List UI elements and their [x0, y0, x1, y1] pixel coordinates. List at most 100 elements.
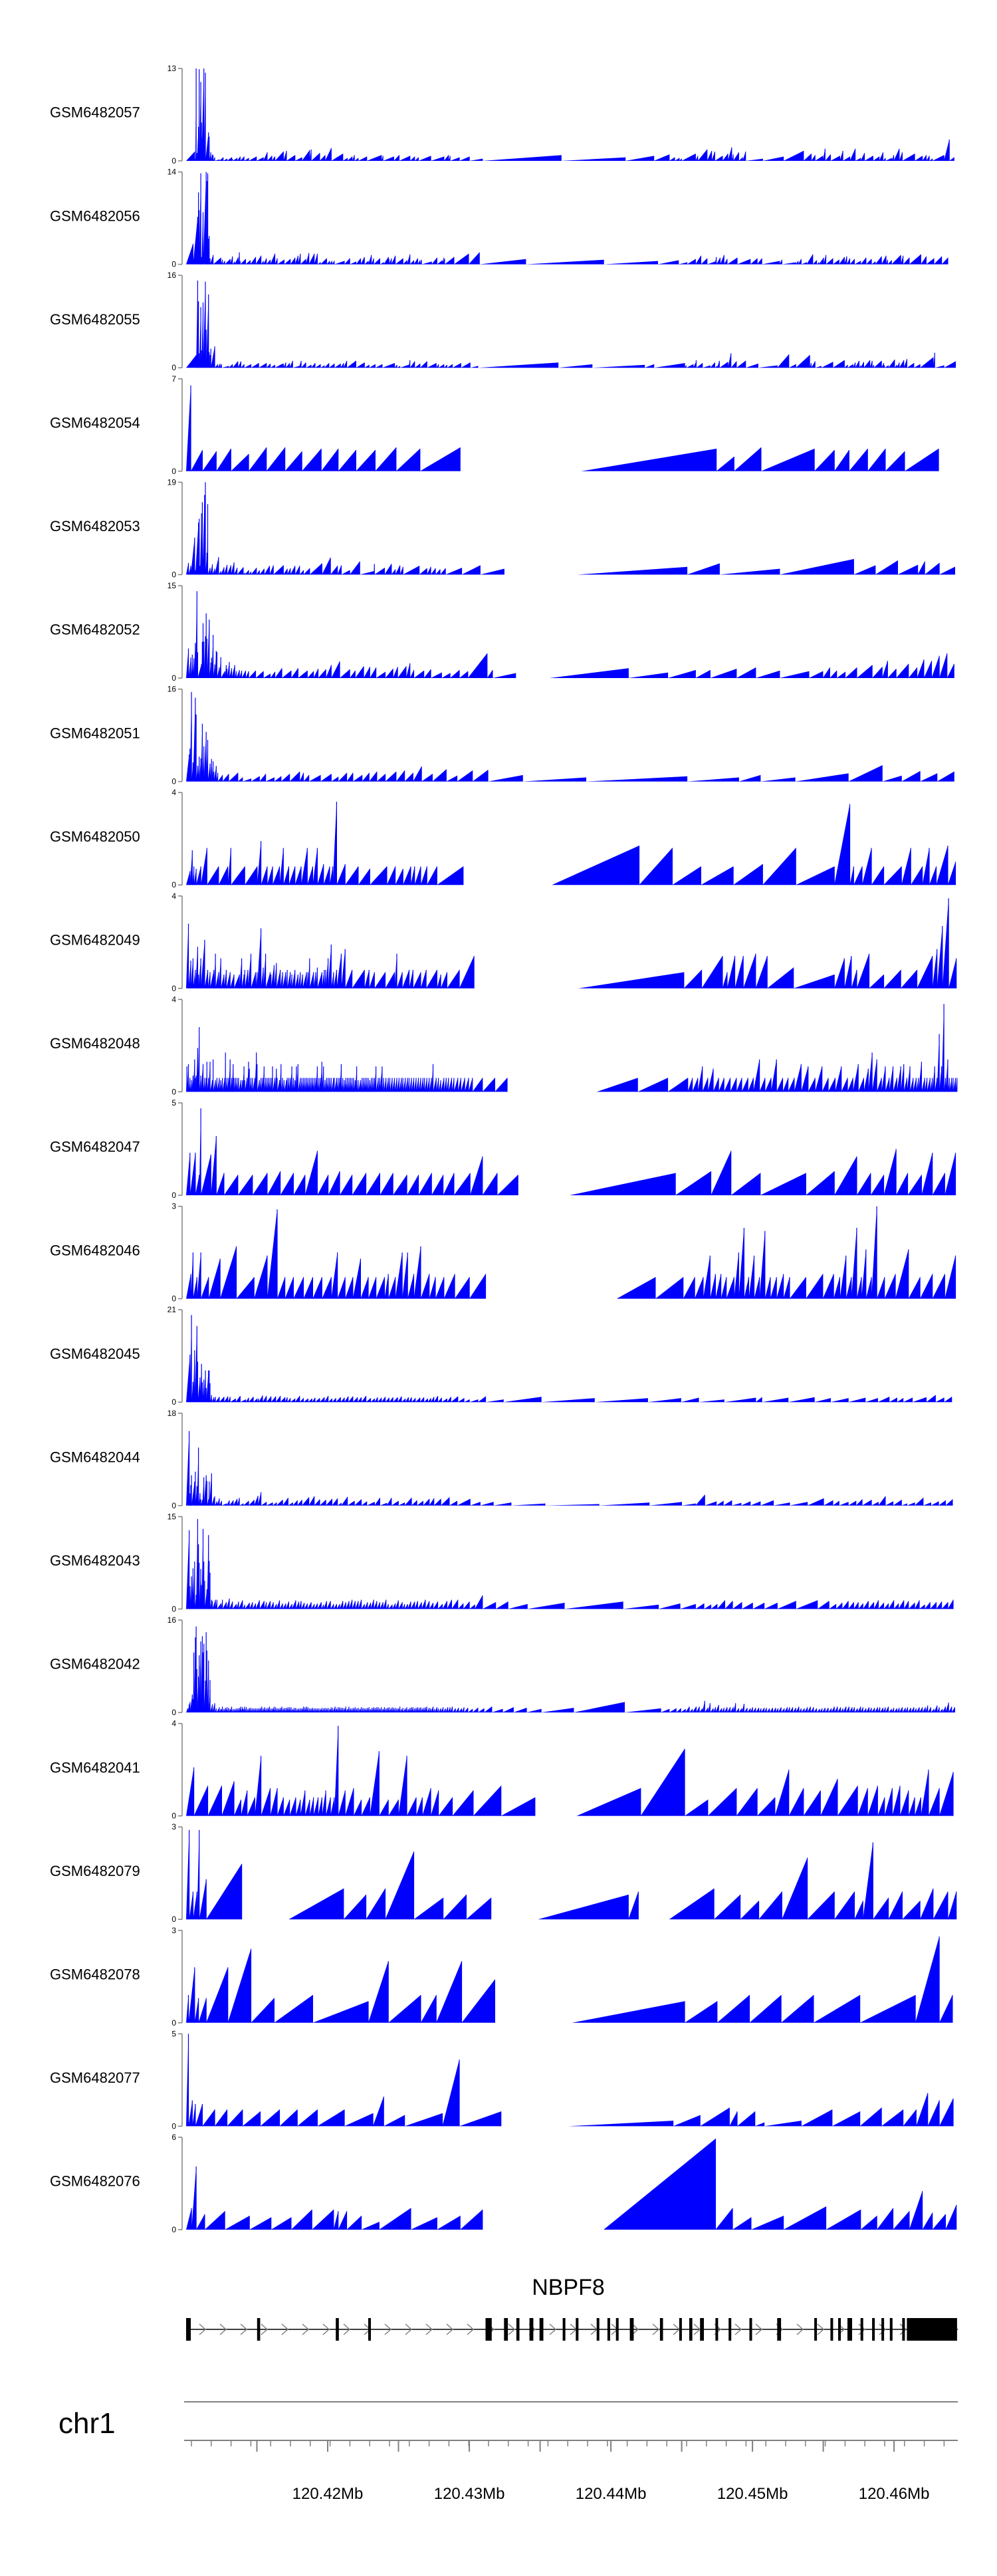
y-max-label: 14 — [167, 168, 177, 177]
track-GSM6482052: GSM6482052 15 0 — [50, 581, 958, 683]
exon — [814, 2318, 818, 2341]
track-GSM6482041: GSM6482041 4 0 — [50, 1719, 958, 1821]
strand-arrow-icon — [467, 2323, 475, 2335]
coverage-area — [186, 2034, 958, 2127]
coverage-area — [186, 1431, 958, 1506]
track-label: GSM6482045 — [50, 1346, 140, 1362]
exon — [749, 2318, 752, 2341]
y-max-label: 5 — [171, 2029, 176, 2038]
y-max-label: 7 — [171, 374, 176, 384]
y-min-label: 0 — [171, 1812, 176, 1821]
exon — [830, 2318, 833, 2341]
exon — [186, 2318, 191, 2341]
strand-arrow-icon — [405, 2323, 413, 2335]
coverage-area — [186, 1936, 958, 2023]
track-label: GSM6482052 — [50, 622, 140, 638]
y-max-label: 16 — [167, 1615, 177, 1625]
track-GSM6482079: GSM6482079 3 0 — [50, 1822, 958, 1924]
exon — [629, 2318, 634, 2341]
strand-arrow-icon — [281, 2323, 289, 2335]
track-label: GSM6482046 — [50, 1242, 140, 1258]
coverage-area — [186, 1829, 958, 1920]
track-label: GSM6482043 — [50, 1552, 140, 1569]
coverage-area — [186, 1519, 958, 1609]
strand-arrow-icon — [302, 2323, 310, 2335]
track-GSM6482056: GSM6482056 14 0 — [50, 168, 958, 269]
strand-arrow-icon — [425, 2323, 433, 2335]
track-label: GSM6482051 — [50, 725, 140, 741]
track-label: GSM6482076 — [50, 2173, 140, 2190]
track-GSM6482046: GSM6482046 3 0 — [50, 1202, 958, 1304]
exon — [689, 2318, 693, 2341]
y-min-label: 0 — [171, 467, 176, 476]
exon — [516, 2318, 520, 2341]
y-max-label: 19 — [167, 477, 177, 487]
axis-tick-label: 120.45Mb — [717, 2485, 788, 2503]
strand-arrow-icon — [446, 2323, 454, 2335]
track-label: GSM6482053 — [50, 518, 140, 534]
y-max-label: 13 — [167, 64, 177, 73]
y-max-label: 21 — [167, 1305, 177, 1314]
strand-arrow-icon — [796, 2323, 804, 2335]
y-min-label: 0 — [171, 1294, 176, 1304]
strand-arrow-icon — [631, 2323, 639, 2335]
track-label: GSM6482049 — [50, 932, 140, 949]
y-max-label: 18 — [167, 1409, 177, 1418]
y-min-label: 0 — [171, 984, 176, 993]
y-max-label: 15 — [167, 1512, 177, 1521]
y-max-label: 16 — [167, 271, 177, 280]
strand-arrow-icon — [693, 2323, 701, 2335]
y-min-label: 0 — [171, 1191, 176, 1200]
track-GSM6482042: GSM6482042 16 0 — [50, 1615, 958, 1717]
y-min-label: 0 — [171, 777, 176, 786]
axis-tick-label: 120.46Mb — [859, 2485, 930, 2503]
coverage-area — [186, 1206, 958, 1299]
exon — [504, 2318, 508, 2341]
track-label: GSM6482079 — [50, 1863, 140, 1879]
exon — [872, 2318, 875, 2341]
y-min-label: 0 — [171, 2225, 176, 2234]
exon — [700, 2318, 704, 2341]
track-GSM6482078: GSM6482078 3 0 — [50, 1926, 958, 2028]
exon — [607, 2318, 610, 2341]
track-GSM6482054: GSM6482054 7 0 — [50, 374, 958, 476]
track-GSM6482049: GSM6482049 4 0 — [50, 891, 958, 993]
strand-arrow-icon — [734, 2323, 742, 2335]
gene-annotation-track: NBPF8 — [186, 2275, 958, 2341]
track-GSM6482051: GSM6482051 16 0 — [50, 685, 958, 786]
exon — [659, 2318, 663, 2341]
y-max-label: 4 — [171, 788, 176, 797]
gene-name-label: NBPF8 — [532, 2275, 605, 2300]
y-max-label: 4 — [171, 995, 176, 1004]
exon — [596, 2318, 600, 2341]
exon — [847, 2318, 852, 2341]
axis-tick-label: 120.44Mb — [576, 2485, 647, 2503]
strand-arrow-icon — [199, 2323, 207, 2335]
genome-axis: chr1 120.42Mb 120.43Mb 120.44Mb 120.45Mb 120… — [58, 2401, 958, 2503]
coverage-area — [186, 1004, 958, 1092]
coverage-area — [186, 802, 958, 885]
exon — [562, 2318, 566, 2341]
track-GSM6482045: GSM6482045 21 0 — [50, 1305, 958, 1407]
y-min-label: 0 — [171, 1708, 176, 1717]
track-label: GSM6482054 — [50, 415, 140, 431]
y-min-label: 0 — [171, 673, 176, 683]
track-GSM6482044: GSM6482044 18 0 — [50, 1409, 958, 1510]
exon — [907, 2318, 957, 2341]
y-min-label: 0 — [171, 2121, 176, 2131]
track-GSM6482057: GSM6482057 13 0 — [50, 64, 958, 166]
strand-arrow-icon — [508, 2323, 516, 2335]
exon — [485, 2318, 492, 2341]
exon — [860, 2318, 863, 2341]
exon — [576, 2318, 579, 2341]
strand-arrow-icon — [899, 2323, 907, 2335]
strand-arrow-icon — [343, 2323, 351, 2335]
coverage-area — [186, 1626, 958, 1712]
y-min-label: 0 — [171, 880, 176, 889]
y-max-label: 3 — [171, 1822, 176, 1831]
y-min-label: 0 — [171, 1397, 176, 1407]
coverage-area — [186, 385, 958, 471]
y-min-label: 0 — [171, 1604, 176, 1613]
track-GSM6482050: GSM6482050 4 0 — [50, 788, 958, 889]
